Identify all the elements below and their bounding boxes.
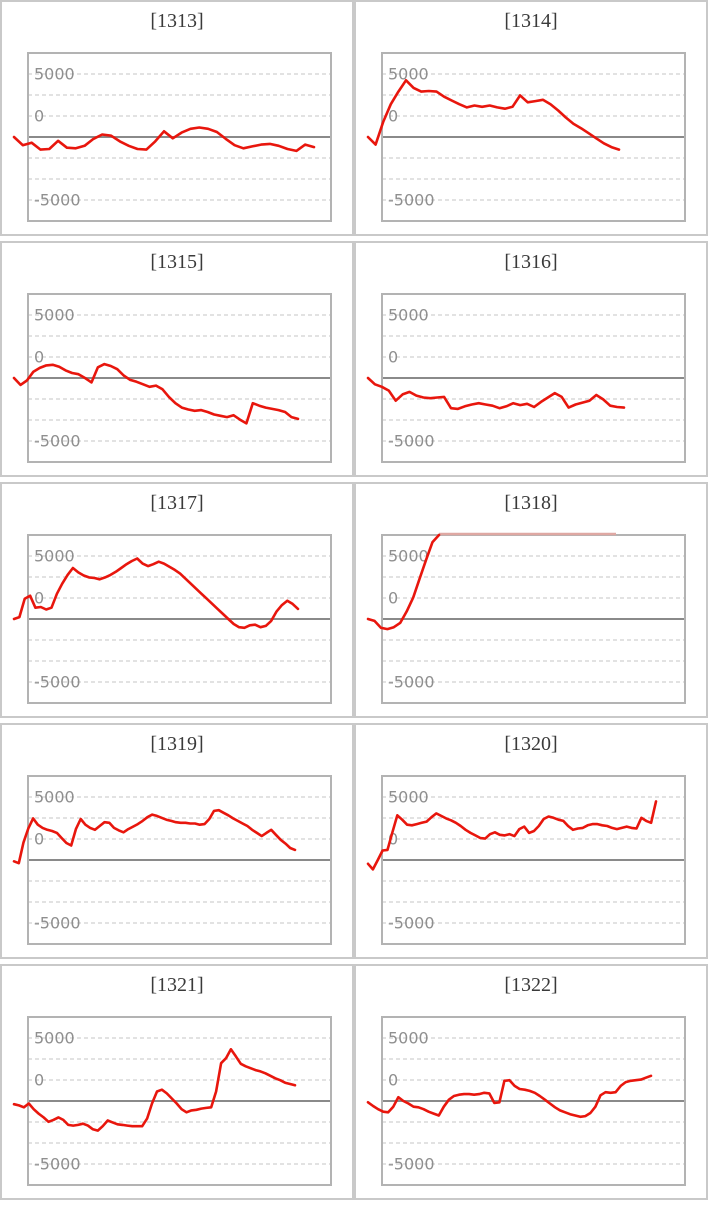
payout-balance-line	[366, 533, 441, 631]
y-axis-tick-label: -5000	[34, 191, 81, 210]
y-axis-tick-label: 5000	[34, 1029, 75, 1048]
slump-line-chart: 5000 0 -5000	[12, 534, 332, 704]
machine-number-title: [1321]	[150, 974, 204, 996]
payout-balance-line	[366, 376, 626, 411]
y-axis-tick-label: 0	[388, 830, 398, 849]
machine-number-title: [1322]	[504, 974, 558, 996]
y-axis-tick-label: -5000	[388, 191, 435, 210]
slump-line-chart: 5000 0 -5000	[366, 532, 686, 704]
slump-line-chart: 5000 0 -5000	[366, 52, 686, 222]
y-axis-tick-label: 5000	[388, 1029, 429, 1048]
machine-card-1313: [1313] 5000 0 -5000	[0, 0, 354, 236]
y-axis-tick-label: 5000	[34, 788, 75, 807]
y-axis-tick-label: 0	[34, 589, 44, 608]
y-axis-tick-label: 0	[34, 348, 44, 367]
slump-line-chart: 5000 0 -5000	[12, 775, 332, 945]
y-axis-tick-label: 5000	[388, 547, 429, 566]
machine-number-title: [1315]	[150, 251, 204, 273]
y-axis-tick-label: -5000	[388, 673, 435, 692]
machine-card-1318: [1318] 5000 0 -5000	[354, 482, 708, 718]
machine-card-1319: [1319] 5000 0 -5000	[0, 723, 354, 959]
payout-balance-line	[12, 362, 300, 425]
machine-card-1321: [1321] 5000 0 -5000	[0, 964, 354, 1200]
slump-line-chart: 5000 0 -5000	[12, 293, 332, 463]
slump-line-chart: 5000 0 -5000	[366, 1016, 686, 1186]
y-axis-tick-label: 0	[388, 1071, 398, 1090]
payout-balance-line	[366, 1074, 653, 1119]
machine-card-1316: [1316] 5000 0 -5000	[354, 241, 708, 477]
y-axis-tick-label: -5000	[388, 1155, 435, 1174]
y-axis-tick-label: 5000	[34, 306, 75, 325]
machine-number-title: [1319]	[150, 733, 204, 755]
machine-number-title: [1320]	[504, 733, 558, 755]
machine-card-1315: [1315] 5000 0 -5000	[0, 241, 354, 477]
y-axis-tick-label: 0	[34, 107, 44, 126]
slump-line-chart: 5000 0 -5000	[12, 52, 332, 222]
y-axis-tick-label: 0	[34, 830, 44, 849]
machine-number-title: [1318]	[504, 492, 558, 514]
y-axis-tick-label: 5000	[388, 306, 429, 325]
y-axis-tick-label: -5000	[34, 673, 81, 692]
machine-card-1322: [1322] 5000 0 -5000	[354, 964, 708, 1200]
y-axis-tick-label: 0	[388, 348, 398, 367]
y-axis-tick-label: -5000	[388, 432, 435, 451]
y-axis-tick-label: -5000	[34, 1155, 81, 1174]
y-axis-tick-label: 5000	[34, 547, 75, 566]
payout-balance-line	[366, 79, 621, 151]
payout-balance-line	[12, 126, 316, 153]
y-axis-tick-label: -5000	[388, 914, 435, 933]
y-axis-tick-label: 0	[388, 589, 398, 608]
y-axis-tick-label: -5000	[34, 432, 81, 451]
payout-balance-line	[12, 1048, 297, 1132]
y-axis-tick-label: 5000	[34, 65, 75, 84]
machine-number-title: [1317]	[150, 492, 204, 514]
machine-card-1317: [1317] 5000 0 -5000	[0, 482, 354, 718]
y-axis-tick-label: 0	[34, 1071, 44, 1090]
y-axis-tick-label: -5000	[34, 914, 81, 933]
payout-balance-line	[366, 800, 658, 871]
machine-card-1314: [1314] 5000 0 -5000	[354, 0, 708, 236]
y-axis-tick-label: 5000	[388, 65, 429, 84]
payout-balance-line	[12, 808, 297, 865]
y-axis-tick-label: 5000	[388, 788, 429, 807]
slump-line-chart: 5000 0 -5000	[12, 1016, 332, 1186]
machine-number-title: [1316]	[504, 251, 558, 273]
machine-number-title: [1313]	[150, 10, 204, 32]
machine-number-title: [1314]	[504, 10, 558, 32]
slump-line-chart: 5000 0 -5000	[366, 775, 686, 945]
payout-balance-line	[12, 557, 300, 630]
machine-card-1320: [1320] 5000 0 -5000	[354, 723, 708, 959]
y-axis-tick-label: 0	[388, 107, 398, 126]
slump-line-chart: 5000 0 -5000	[366, 293, 686, 463]
